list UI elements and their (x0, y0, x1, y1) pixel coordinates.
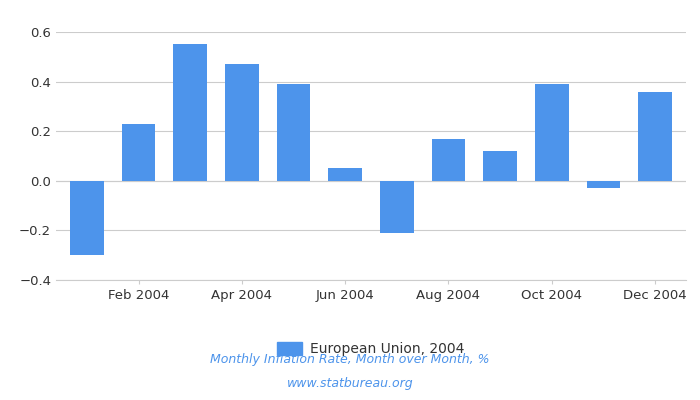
Bar (432, 139, 466, 181)
Bar (174, 44, 207, 181)
Bar (70, 181, 104, 255)
Bar (638, 92, 672, 181)
Bar (380, 181, 414, 233)
Bar (328, 168, 362, 181)
Bar (587, 181, 620, 188)
Legend: European Union, 2004: European Union, 2004 (272, 336, 470, 362)
Bar (225, 64, 259, 181)
Bar (276, 84, 310, 181)
Bar (483, 151, 517, 181)
Text: www.statbureau.org: www.statbureau.org (287, 378, 413, 390)
Text: Monthly Inflation Rate, Month over Month, %: Monthly Inflation Rate, Month over Month… (210, 354, 490, 366)
Bar (535, 84, 568, 181)
Bar (122, 124, 155, 181)
